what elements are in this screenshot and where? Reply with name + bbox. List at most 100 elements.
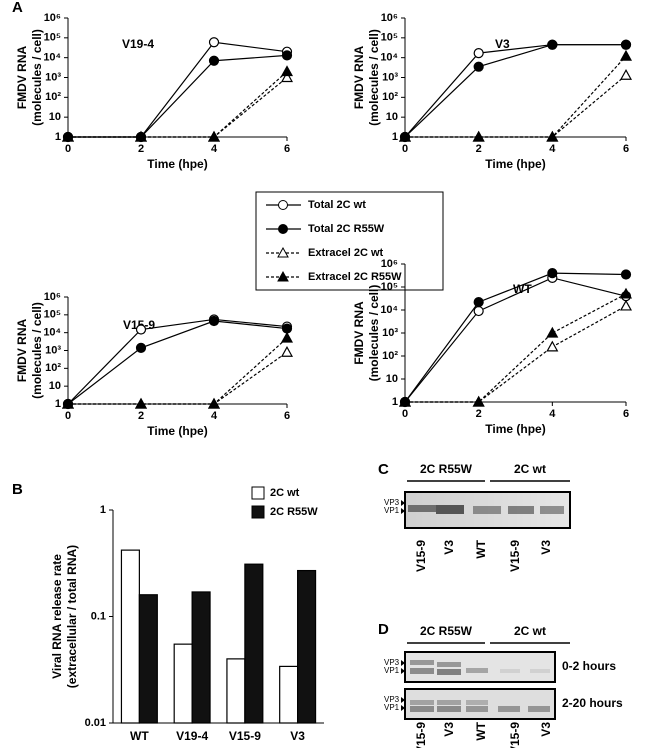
marker (281, 50, 293, 61)
marker (134, 130, 148, 142)
marker (207, 397, 221, 409)
marker (135, 342, 147, 353)
x-tick-label: 6 (623, 408, 629, 420)
y-tick-label: 1 (55, 131, 61, 143)
lane-label: V15-9 (508, 540, 522, 572)
y-axis-label: FMDV RNA (352, 301, 366, 365)
marker (208, 37, 220, 48)
bar (279, 665, 299, 724)
band-arrow (401, 668, 405, 674)
chart-title: V19-4 (122, 37, 154, 51)
lane-label: WT (474, 721, 488, 740)
marker (620, 269, 632, 280)
series-line (68, 54, 288, 138)
series-line (404, 272, 627, 403)
marker (398, 395, 412, 407)
chart-title: V3 (495, 37, 510, 51)
gel-image (404, 651, 556, 683)
legend-marker (277, 270, 289, 282)
legend-label: Extracel 2C R55W (308, 271, 402, 283)
y-tick-label: 10⁶ (381, 12, 398, 24)
legend-swatch (251, 505, 265, 519)
y-axis-label: (molecules / cell) (30, 29, 44, 126)
marker (619, 299, 633, 311)
legend-marker (278, 224, 288, 234)
x-tick-label: WT (130, 729, 149, 743)
marker (61, 397, 75, 409)
x-tick-label: V3 (290, 729, 305, 743)
marker (620, 39, 632, 50)
x-tick-label: 6 (623, 143, 629, 155)
x-tick-label: 0 (65, 410, 71, 422)
band-arrow (401, 500, 405, 506)
bar (138, 594, 158, 724)
legend-label: Extracel 2C wt (308, 247, 384, 259)
x-tick-label: 2 (138, 143, 144, 155)
marker (398, 130, 412, 142)
marker (134, 397, 148, 409)
legend-marker (277, 246, 289, 258)
y-axis-label: FMDV RNA (15, 46, 29, 110)
series-line (68, 337, 288, 405)
y-axis-label: (molecules / cell) (30, 302, 44, 399)
marker (546, 130, 559, 142)
band-label: VP3 (384, 695, 400, 704)
x-tick-label: 2 (138, 410, 144, 422)
series-line (67, 318, 288, 405)
y-axis-label: (molecules / cell) (367, 29, 381, 126)
marker (619, 69, 633, 80)
group-label: 2C R55W (420, 624, 473, 638)
series-line (405, 293, 627, 403)
marker (546, 326, 559, 338)
marker (547, 268, 558, 279)
band-label: VP1 (384, 506, 400, 515)
x-axis-label: Time (hpe) (485, 422, 545, 436)
lane-label: V3 (539, 540, 553, 555)
marker (547, 39, 558, 50)
marker (280, 345, 294, 357)
x-tick-label: 0 (402, 143, 408, 155)
x-tick-label: V15-9 (229, 729, 261, 743)
marker (619, 287, 633, 299)
y-tick-label: 10⁶ (381, 258, 398, 270)
marker (280, 331, 294, 343)
bar (173, 643, 193, 724)
y-tick-label: 10⁵ (381, 281, 398, 293)
y-tick-label: 1 (392, 396, 398, 408)
y-tick-label: 0.1 (91, 610, 106, 622)
series-line (404, 44, 626, 138)
x-tick-label: 2 (476, 143, 482, 155)
gel-bands (410, 660, 550, 712)
group-label: 2C wt (514, 624, 546, 638)
y-tick-label: 1 (100, 504, 106, 516)
series-line (67, 320, 288, 405)
x-tick-label: 6 (284, 410, 290, 422)
y-tick-label: 10³ (45, 71, 61, 83)
y-tick-label: 10⁵ (381, 32, 398, 44)
y-tick-label: 10³ (45, 344, 61, 356)
marker (280, 71, 294, 83)
y-tick-label: 1 (392, 131, 398, 143)
series-line (404, 44, 626, 138)
x-tick-label: 4 (549, 408, 556, 420)
chart-title: WT (513, 282, 532, 296)
bar (297, 569, 317, 724)
panel-label: D (378, 621, 389, 638)
x-tick-label: V19-4 (176, 729, 208, 743)
lane-label: WT (474, 539, 488, 558)
band-label: VP3 (384, 658, 400, 667)
y-axis-label: (extracellular / total RNA) (65, 545, 79, 688)
y-tick-label: 0.01 (85, 717, 106, 729)
marker (207, 130, 221, 142)
panel-label: C (378, 461, 389, 478)
band-label: VP3 (384, 498, 400, 507)
x-tick-label: 4 (211, 143, 218, 155)
series-line (68, 77, 288, 138)
marker (473, 305, 484, 317)
lane-label: V3 (442, 722, 456, 737)
marker (135, 324, 147, 335)
x-tick-label: 2 (476, 408, 482, 420)
band-label: VP1 (384, 703, 400, 712)
band-arrow (401, 697, 405, 703)
y-tick-label: 10² (45, 91, 61, 103)
